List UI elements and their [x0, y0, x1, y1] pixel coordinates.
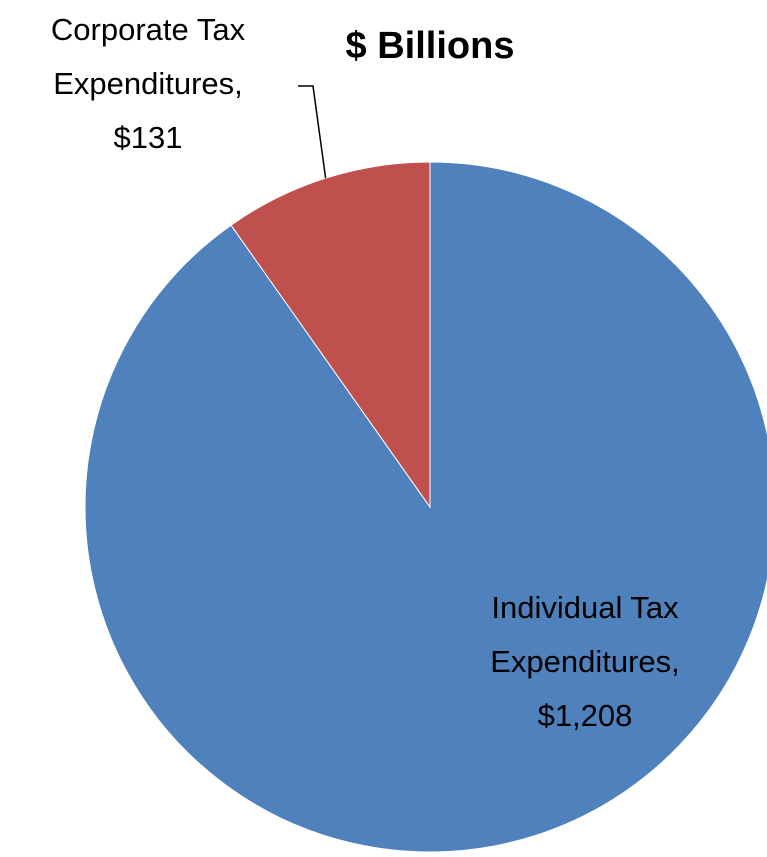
- slice-label-line: Individual Tax: [491, 590, 679, 625]
- pie-slice-individual: [84, 161, 767, 853]
- slice-label-line: Corporate Tax: [51, 12, 246, 47]
- slice-label-line: Expenditures,: [490, 644, 680, 679]
- leader-lines-group: [298, 85, 327, 179]
- slices-group: [84, 161, 767, 853]
- slice-label-individual: Individual Tax Expenditures, $1,208: [490, 590, 680, 733]
- labels-group: Individual Tax Expenditures, $1,208 Corpora…: [51, 12, 680, 733]
- slice-label-line: $1,208: [538, 698, 633, 733]
- slice-label-line: $131: [114, 120, 183, 155]
- slice-label-line: Expenditures,: [53, 66, 243, 101]
- leader-line-corporate: [298, 85, 327, 179]
- chart-title: $ Billions: [346, 25, 515, 67]
- slice-label-corporate: Corporate Tax Expenditures, $131: [51, 12, 246, 155]
- pie-slice-corporate: [230, 161, 431, 509]
